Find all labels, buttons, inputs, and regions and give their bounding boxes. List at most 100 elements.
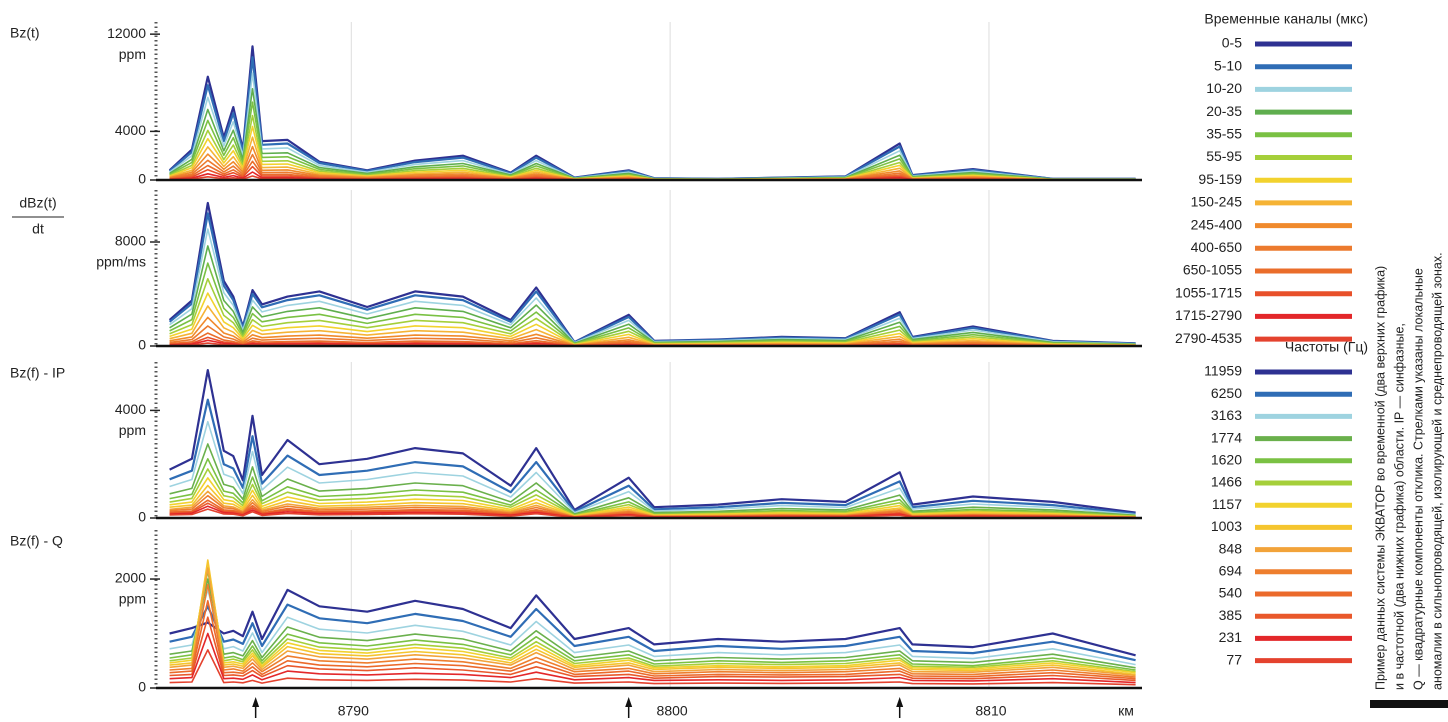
note-line: аномалии в сильнопроводящей, изолирующей… bbox=[1430, 252, 1444, 690]
series-line bbox=[169, 262, 1136, 346]
series-line bbox=[169, 632, 1136, 684]
series-line bbox=[169, 490, 1136, 518]
series-line bbox=[169, 477, 1136, 518]
y-unit: ppm bbox=[119, 591, 146, 607]
legend-title: Временные каналы (мкс) bbox=[1204, 11, 1368, 27]
series-line bbox=[169, 494, 1136, 518]
series-line bbox=[168, 56, 1136, 180]
x-label: км bbox=[1118, 703, 1134, 719]
y-unit: ppm bbox=[119, 422, 146, 438]
legend-label: 231 bbox=[1219, 629, 1243, 645]
series-line bbox=[169, 245, 1136, 345]
series-line bbox=[169, 570, 1136, 671]
x-tick-label: 8790 bbox=[338, 703, 369, 719]
y-label: Bz(t) bbox=[10, 25, 40, 41]
legend-label: 5-10 bbox=[1214, 57, 1242, 73]
series-line bbox=[169, 398, 1136, 515]
series-line bbox=[169, 72, 1136, 180]
series-line bbox=[169, 136, 1136, 181]
y-tick-label: 0 bbox=[138, 509, 146, 525]
series-line bbox=[169, 603, 1136, 662]
y-label: dBz(t) bbox=[19, 195, 56, 211]
y-unit: ppm bbox=[119, 46, 146, 62]
series-line bbox=[169, 101, 1136, 181]
legend-label: 20-35 bbox=[1206, 103, 1242, 119]
legend-label: 540 bbox=[1219, 585, 1243, 601]
legend-label: 77 bbox=[1226, 651, 1242, 667]
legend-label: 1466 bbox=[1211, 474, 1242, 490]
x-tick-label: 8800 bbox=[657, 703, 688, 719]
series-line bbox=[169, 564, 1136, 673]
series-line bbox=[169, 559, 1136, 676]
series-line bbox=[169, 228, 1136, 345]
series-line bbox=[168, 212, 1136, 345]
legend-label: 1157 bbox=[1212, 496, 1242, 512]
arrow-head bbox=[896, 697, 904, 707]
note-line: Пример данных системы ЭКВАТОР во временн… bbox=[1373, 266, 1387, 690]
arrow-head bbox=[252, 697, 260, 707]
legend-label: 400-650 bbox=[1191, 239, 1243, 255]
y-tick-label: 0 bbox=[138, 337, 146, 353]
note-line: Q — квадратурные компоненты отклика. Стр… bbox=[1411, 268, 1425, 690]
series-line bbox=[169, 114, 1136, 181]
y-tick-label: 8000 bbox=[115, 233, 146, 249]
legend-label: 848 bbox=[1219, 540, 1243, 556]
legend-label: 1003 bbox=[1211, 518, 1242, 534]
legend-label: 1055-1715 bbox=[1175, 284, 1242, 300]
arrow-head bbox=[625, 697, 633, 707]
series-line bbox=[168, 201, 1136, 345]
legend-label: 0-5 bbox=[1222, 35, 1242, 51]
series-line bbox=[169, 305, 1136, 346]
series-line bbox=[169, 567, 1136, 677]
legend-label: 35-55 bbox=[1206, 126, 1242, 142]
series-line bbox=[169, 649, 1136, 686]
series-line bbox=[169, 583, 1136, 678]
series-line bbox=[169, 468, 1136, 517]
legend-label: 150-245 bbox=[1191, 194, 1243, 210]
legend-label: 95-159 bbox=[1198, 171, 1242, 187]
series-line bbox=[169, 88, 1136, 180]
series-line bbox=[169, 292, 1136, 346]
legend-label: 6250 bbox=[1211, 385, 1242, 401]
legend-label: 3163 bbox=[1211, 407, 1242, 423]
legend-label: 2790-4535 bbox=[1175, 330, 1242, 346]
series-line bbox=[169, 316, 1136, 347]
scale-bar bbox=[1370, 700, 1448, 708]
series-line bbox=[169, 125, 1136, 181]
series-line bbox=[169, 589, 1136, 666]
legend-title: Частоты (Гц) bbox=[1285, 339, 1368, 355]
legend-label: 1715-2790 bbox=[1175, 307, 1242, 323]
y-label: Bz(f) - Q bbox=[10, 533, 63, 549]
legend-label: 1774 bbox=[1211, 429, 1242, 445]
legend-label: 1620 bbox=[1211, 452, 1242, 468]
series-line bbox=[169, 145, 1136, 181]
series-line bbox=[169, 369, 1136, 514]
legend-label: 245-400 bbox=[1191, 216, 1243, 232]
legend-label: 10-20 bbox=[1206, 80, 1242, 96]
series-line bbox=[169, 616, 1136, 682]
legend-label: 385 bbox=[1219, 607, 1243, 623]
note-line: и в частотной (два нижних графика) облас… bbox=[1392, 323, 1406, 690]
y-label: Bz(f) - IP bbox=[10, 365, 65, 381]
y-unit: ppm/ms bbox=[96, 254, 146, 270]
y-tick-label: 0 bbox=[138, 679, 146, 695]
series-line bbox=[169, 458, 1136, 517]
series-line bbox=[169, 484, 1136, 518]
legend-label: 694 bbox=[1219, 563, 1243, 579]
y-label: dt bbox=[32, 221, 44, 237]
series-line bbox=[168, 45, 1136, 180]
series-line bbox=[169, 325, 1136, 347]
series-line bbox=[169, 508, 1136, 519]
series-line bbox=[169, 420, 1136, 516]
legend-label: 11959 bbox=[1204, 363, 1242, 379]
series-line bbox=[169, 505, 1136, 519]
series-line bbox=[169, 600, 1136, 680]
y-tick-label: 4000 bbox=[115, 122, 146, 138]
x-tick-label: 8810 bbox=[975, 703, 1006, 719]
series-line bbox=[169, 561, 1136, 674]
series-line bbox=[169, 588, 1136, 657]
legend-label: 650-1055 bbox=[1183, 262, 1242, 278]
legend-label: 55-95 bbox=[1206, 148, 1242, 164]
y-tick-label: 4000 bbox=[115, 401, 146, 417]
